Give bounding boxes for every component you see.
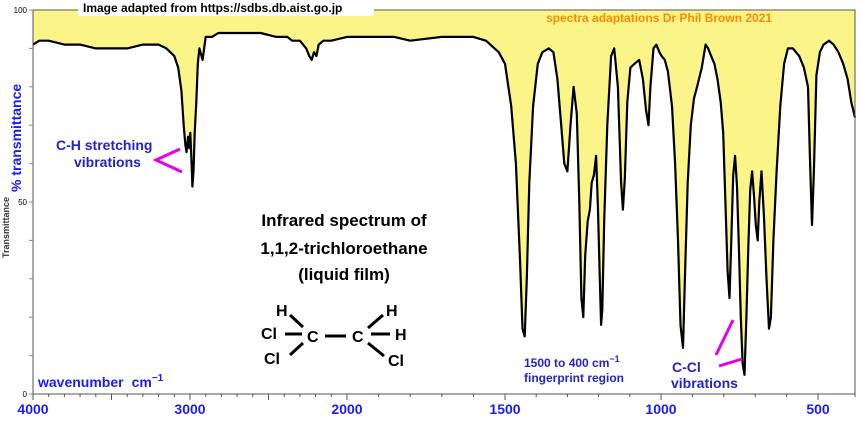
atom-h-right-top: H xyxy=(386,303,398,320)
y-tick-label: 50 xyxy=(18,198,27,207)
fingerprint-exponent: −1 xyxy=(609,354,619,364)
y-axis-label: % transmittance xyxy=(8,84,24,192)
x-axis-label-unit: cm xyxy=(132,374,152,390)
ccl-annotation: C-Cl vibrations xyxy=(671,359,738,391)
molecule-structure: H Cl C Cl C H H Cl xyxy=(261,303,407,370)
x-axis-label-exponent: −1 xyxy=(152,373,164,384)
x-tick-label: 3000 xyxy=(174,401,205,417)
x-tick-label: 4000 xyxy=(17,401,48,417)
chart-title-line-2: 1,1,2-trichloroethane xyxy=(260,239,427,258)
x-tick-label: 1500 xyxy=(489,401,520,417)
bond-c-h-right-top xyxy=(367,313,384,330)
x-tick-label: 2000 xyxy=(331,401,362,417)
atom-cl-left-top: Cl xyxy=(261,326,277,343)
y-tick-label: 0 xyxy=(23,390,28,399)
source-credit-box xyxy=(78,0,374,16)
ch-stretch-pointer xyxy=(152,147,183,174)
atom-cl-left-bottom: Cl xyxy=(264,351,280,368)
fingerprint-range: 1500 to 400 cm xyxy=(524,356,609,370)
y-tick-label: 100 xyxy=(14,6,28,15)
atom-c-right: C xyxy=(352,329,364,346)
chart-title-line-1: Infrared spectrum of xyxy=(261,211,427,230)
fingerprint-line-2: fingerprint region xyxy=(524,371,624,385)
ccl-line-1: C-Cl xyxy=(672,359,701,375)
bond-c-cl-left-bottom xyxy=(288,341,305,357)
x-axis-label-text: wavenumber xyxy=(37,374,124,390)
x-axis-ticks xyxy=(32,394,856,400)
x-tick-label: 500 xyxy=(806,401,830,417)
x-tick-labels: 4000 3000 2000 1500 1000 500 xyxy=(17,401,829,417)
fingerprint-annotation: 1500 to 400 cm−1 fingerprint region xyxy=(524,354,624,385)
fingerprint-line-1: 1500 to 400 cm−1 xyxy=(524,354,620,370)
x-tick-label: 1000 xyxy=(645,401,676,417)
ch-stretch-line-1: C-H stretching xyxy=(56,137,152,153)
atom-h-right-mid: H xyxy=(395,327,407,344)
y-tick-labels: 100 50 0 xyxy=(14,6,28,399)
spectrum-line xyxy=(32,31,857,376)
y-axis-ticks xyxy=(29,9,33,395)
ccl-line-2: vibrations xyxy=(671,375,738,391)
ccl-pointer-lower xyxy=(718,357,743,368)
molecule-bonds xyxy=(285,313,390,358)
ch-stretch-annotation: C-H stretching vibrations xyxy=(56,137,152,170)
atom-c-left: C xyxy=(307,329,319,346)
chart-title: Infrared spectrum of 1,1,2-trichloroetha… xyxy=(260,211,427,284)
x-axis-label: wavenumber cm−1 xyxy=(37,373,164,390)
y-axis-clipped-label: Transmittance xyxy=(1,197,11,258)
ccl-pointer-upper xyxy=(714,319,735,356)
ch-stretch-line-2: vibrations xyxy=(74,154,141,170)
source-credit: Image adapted from https://sdbs.db.aist.… xyxy=(83,1,342,15)
bond-c-h-left xyxy=(288,313,305,329)
atom-h-left: H xyxy=(276,303,288,320)
chart-title-line-3: (liquid film) xyxy=(298,265,390,284)
author-credit: spectra adaptations Dr Phil Brown 2021 xyxy=(546,11,772,25)
atom-cl-right: Cl xyxy=(388,353,404,370)
bond-c-cl-right xyxy=(367,341,385,358)
